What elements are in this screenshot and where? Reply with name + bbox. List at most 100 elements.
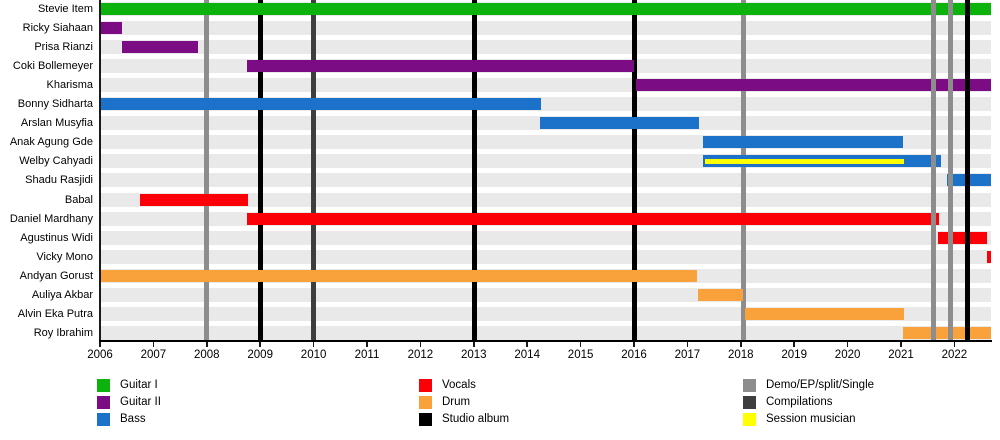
timeline-bar-ricky-siahaan <box>101 21 122 34</box>
member-label-alvin-eka-putra: Alvin Eka Putra <box>17 308 93 321</box>
axis-tick-2016 <box>633 341 635 347</box>
member-label-agustinus-widi: Agustinus Widi <box>20 231 93 244</box>
member-label-coki-bollemeyer: Coki Bollemeyer <box>12 59 93 72</box>
member-label-shadu-rasjidi: Shadu Rasjidi <box>25 174 93 187</box>
axis-tick-2020 <box>846 341 849 347</box>
timeline-bar-vicky-mono <box>986 250 992 263</box>
row-stripe <box>100 39 991 54</box>
member-label-daniel-mardhany: Daniel Mardhany <box>9 212 93 225</box>
axis-tick-2019 <box>793 341 795 347</box>
axis-year-label-2012: 2012 <box>407 349 434 361</box>
member-label-andyan-gorust: Andyan Gorust <box>19 269 93 282</box>
member-label-auliya-akbar: Auliya Akbar <box>31 289 93 301</box>
legend-label-demo-ep-split-single: Demo/EP/split/Single <box>766 379 875 391</box>
timeline-bar-coki-bollemeyer <box>246 59 634 72</box>
legend-swatch-studio-album <box>419 412 432 426</box>
member-label-roy-ibrahim: Roy Ibrahim <box>33 327 93 340</box>
timeline-bar-anak-agung-gde <box>702 136 904 149</box>
compilation-line <box>311 0 317 340</box>
row-stripe <box>100 326 991 341</box>
legend-label-bass: Bass <box>120 413 146 425</box>
x-axis-line <box>99 339 992 342</box>
timeline-bar-andyan-gorust <box>101 269 697 282</box>
member-label-kharisma: Kharisma <box>46 78 93 91</box>
axis-year-label-2020: 2020 <box>834 349 861 361</box>
axis-tick-2008 <box>206 341 208 347</box>
timeline-bar-prisa-rianzi <box>121 40 199 53</box>
timeline-bar-daniel-mardhany <box>246 212 939 225</box>
axis-year-label-2018: 2018 <box>728 349 754 361</box>
studio-album-line <box>258 0 264 340</box>
member-label-prisa-rianzi: Prisa Rianzi <box>34 40 93 53</box>
row-stripe <box>100 20 991 35</box>
legend-label-drum: Drum <box>442 396 471 408</box>
legend-swatch-session-musician <box>743 412 756 426</box>
axis-year-label-2019: 2019 <box>781 349 807 361</box>
axis-year-label-2013: 2013 <box>461 349 487 361</box>
axis-tick-2015 <box>579 341 582 347</box>
demo-release-line <box>930 0 936 340</box>
timeline-bar-arslan-musyfia <box>540 117 700 130</box>
axis-year-label-2021: 2021 <box>888 349 914 361</box>
legend-swatch-guitar-ii <box>97 395 110 409</box>
legend-swatch-drum <box>419 395 432 409</box>
axis-tick-2014 <box>526 341 528 347</box>
row-stripe <box>100 173 991 188</box>
legend-swatch-demo-ep-split-single <box>743 378 756 392</box>
legend-label-guitar-i: Guitar I <box>120 379 158 391</box>
axis-tick-2007 <box>152 341 155 347</box>
session-musician-stripe <box>705 158 905 164</box>
legend-swatch-bass <box>97 412 110 426</box>
member-label-welby-cahyadi: Welby Cahyadi <box>19 155 93 168</box>
member-label-anak-agung-gde: Anak Agung Gde <box>9 136 93 149</box>
member-label-babal: Babal <box>64 193 93 206</box>
axis-year-label-2008: 2008 <box>194 349 220 361</box>
legend-label-guitar-ii: Guitar II <box>120 396 161 408</box>
axis-year-label-2010: 2010 <box>300 349 327 361</box>
axis-tick-2021 <box>900 341 902 347</box>
timeline-bar-welby-cahyadi <box>702 155 942 168</box>
timeline-bar-auliya-akbar <box>698 289 743 301</box>
y-axis-line <box>99 0 101 341</box>
demo-release-line <box>948 0 954 340</box>
timeline-bar-bonny-sidharta <box>101 98 542 110</box>
member-label-stevie-item: Stevie Item <box>37 2 93 15</box>
axis-tick-2017 <box>686 341 689 347</box>
member-label-bonny-sidharta: Bonny Sidharta <box>17 98 93 110</box>
axis-tick-2013 <box>473 341 475 347</box>
legend-swatch-guitar-i <box>97 378 110 392</box>
row-stripe <box>100 288 991 302</box>
axis-year-label-2015: 2015 <box>567 349 594 361</box>
axis-tick-2006 <box>99 341 101 347</box>
studio-album-line <box>632 0 638 340</box>
studio-album-line <box>472 0 478 340</box>
axis-year-label-2006: 2006 <box>87 349 113 361</box>
axis-year-label-2011: 2011 <box>354 349 380 361</box>
axis-tick-2018 <box>740 341 742 347</box>
axis-year-label-2007: 2007 <box>140 349 167 361</box>
studio-album-line <box>964 0 970 340</box>
legend-label-session-musician: Session musician <box>766 413 856 425</box>
legend-label-vocals: Vocals <box>442 379 476 391</box>
timeline-bar-kharisma <box>636 78 992 91</box>
timeline-bar-babal <box>140 193 248 206</box>
timeline-bar-alvin-eka-putra <box>745 308 905 321</box>
axis-tick-2009 <box>259 341 261 347</box>
legend-swatch-vocals <box>419 378 432 392</box>
axis-year-label-2009: 2009 <box>247 349 273 361</box>
member-label-vicky-mono: Vicky Mono <box>36 250 93 263</box>
legend-swatch-compilations <box>743 395 756 409</box>
axis-year-label-2014: 2014 <box>514 349 540 361</box>
axis-tick-2012 <box>419 341 422 347</box>
row-stripe <box>100 249 991 264</box>
axis-year-label-2017: 2017 <box>674 349 701 361</box>
member-label-arslan-musyfia: Arslan Musyfia <box>20 117 93 130</box>
axis-tick-2010 <box>312 341 315 347</box>
axis-tick-2011 <box>366 341 368 347</box>
demo-release-line <box>204 0 210 340</box>
demo-release-line <box>740 0 746 340</box>
axis-year-label-2016: 2016 <box>621 349 647 361</box>
legend-label-compilations: Compilations <box>766 396 833 408</box>
axis-year-label-2022: 2022 <box>941 349 968 361</box>
